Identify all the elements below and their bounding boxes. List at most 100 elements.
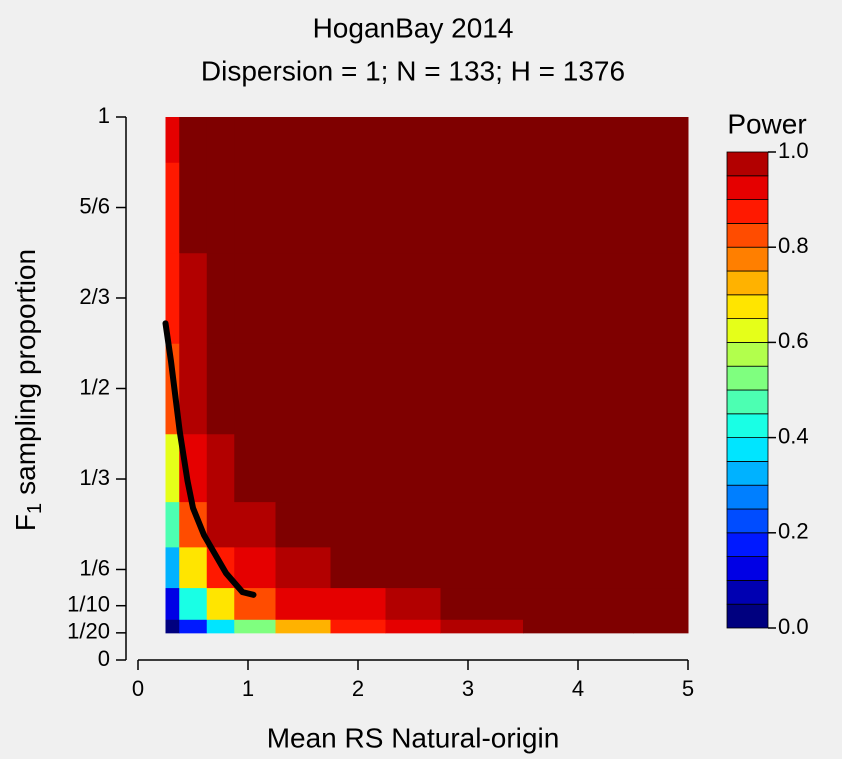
contour-cell xyxy=(633,587,689,620)
contour-cell xyxy=(234,343,276,435)
colorbar-band xyxy=(726,341,769,367)
x-tick-label: 1 xyxy=(242,676,254,701)
contour-cell xyxy=(234,162,276,254)
y-tick-label: 2/3 xyxy=(79,284,110,309)
colorbar-band xyxy=(726,413,769,438)
contour-cell xyxy=(206,501,235,548)
contour-cell xyxy=(440,162,524,254)
contour-cell xyxy=(234,619,276,634)
contour-cell xyxy=(330,252,386,344)
colorbar-tick-label: 0.6 xyxy=(778,328,809,353)
contour-cell xyxy=(633,546,689,589)
x-tick-label: 3 xyxy=(462,676,474,701)
contour-cell xyxy=(330,546,386,589)
contour-cell xyxy=(385,343,441,435)
contour-cell xyxy=(385,117,441,163)
contour-cell xyxy=(330,117,386,163)
contour-cell xyxy=(179,252,208,344)
contour-cell xyxy=(275,162,331,254)
contour-cell xyxy=(275,433,331,503)
contour-cell xyxy=(165,587,180,620)
contour-cell xyxy=(165,433,180,503)
colorbar-band xyxy=(726,580,769,605)
contour-cell xyxy=(165,117,180,163)
contour-cell xyxy=(385,162,441,254)
contour-cell xyxy=(179,587,208,620)
contour-cell xyxy=(633,433,689,503)
contour-cell xyxy=(234,433,276,503)
contour-cell xyxy=(234,252,276,344)
colorbar-band xyxy=(726,389,769,415)
y-tick-label: 1/3 xyxy=(79,465,110,490)
y-tick-label: 1 xyxy=(98,103,110,128)
contour-cell xyxy=(523,619,634,634)
contour-cell xyxy=(523,162,634,254)
y-tick-label: 0 xyxy=(98,646,110,671)
chart-subtitle: Dispersion = 1; N = 133; H = 1376 xyxy=(201,55,625,86)
contour-cell xyxy=(633,343,689,435)
contour-cell xyxy=(440,587,524,620)
colorbar-band xyxy=(726,318,769,343)
colorbar-band xyxy=(726,508,769,534)
colorbar-band xyxy=(726,460,769,486)
contour-cell xyxy=(275,619,331,634)
y-label-sub: 1 xyxy=(24,503,46,514)
contour-cell xyxy=(330,501,386,548)
contour-cell xyxy=(440,546,524,589)
contour-cell xyxy=(234,117,276,163)
contour-cell xyxy=(206,619,235,634)
contour-cell xyxy=(523,343,634,435)
y-tick-label: 5/6 xyxy=(79,193,110,218)
contour-cell xyxy=(385,252,441,344)
contour-cell xyxy=(179,619,208,634)
colorbar-band xyxy=(726,365,769,391)
colorbar-band xyxy=(726,437,769,462)
colorbar-band xyxy=(726,484,769,510)
colorbar-band xyxy=(726,246,769,272)
x-axis-label: Mean RS Natural-origin xyxy=(267,722,560,753)
colorbar-band xyxy=(726,532,769,557)
contour-cell xyxy=(179,162,208,254)
contour-cell xyxy=(523,252,634,344)
contour-cell xyxy=(179,117,208,163)
y-tick-label: 1/2 xyxy=(79,374,110,399)
contour-cell xyxy=(633,117,689,163)
contour-cell xyxy=(385,433,441,503)
contour-cell xyxy=(330,343,386,435)
x-tick-label: 2 xyxy=(352,676,364,701)
contour-cell xyxy=(633,252,689,344)
contour-cell xyxy=(275,343,331,435)
contour-cell xyxy=(179,546,208,589)
colorbar-band xyxy=(726,199,769,224)
contour-cell xyxy=(440,619,524,634)
contour-cell xyxy=(275,252,331,344)
contour-cell xyxy=(440,501,524,548)
legend-title: Power xyxy=(727,108,806,139)
y-label-rest: sampling proportion xyxy=(10,249,41,495)
colorbar-band xyxy=(726,556,769,581)
y-tick-label: 1/10 xyxy=(67,592,110,617)
y-label-main: F xyxy=(10,514,41,531)
contour-cell xyxy=(440,252,524,344)
contour-cell xyxy=(206,587,235,620)
contour-cell xyxy=(385,619,441,634)
contour-cell xyxy=(165,619,180,634)
contour-cell xyxy=(385,501,441,548)
contour-cell xyxy=(633,619,689,634)
colorbar-band xyxy=(726,222,769,248)
y-axis-label: F1 sampling proportion xyxy=(10,249,46,531)
contour-cell xyxy=(385,546,441,589)
contour-cell xyxy=(206,343,235,435)
colorbar-tick-label: 0.4 xyxy=(778,423,809,448)
contour-cell xyxy=(523,587,634,620)
contour-cell xyxy=(275,117,331,163)
contour-cell xyxy=(633,162,689,254)
contour-cell xyxy=(234,546,276,589)
contour-cell xyxy=(275,587,331,620)
colorbar-tick-label: 0.0 xyxy=(778,614,809,639)
colorbar-band xyxy=(726,603,769,629)
contour-cell xyxy=(330,433,386,503)
contour-cell xyxy=(165,501,180,548)
contour-cell xyxy=(385,587,441,620)
